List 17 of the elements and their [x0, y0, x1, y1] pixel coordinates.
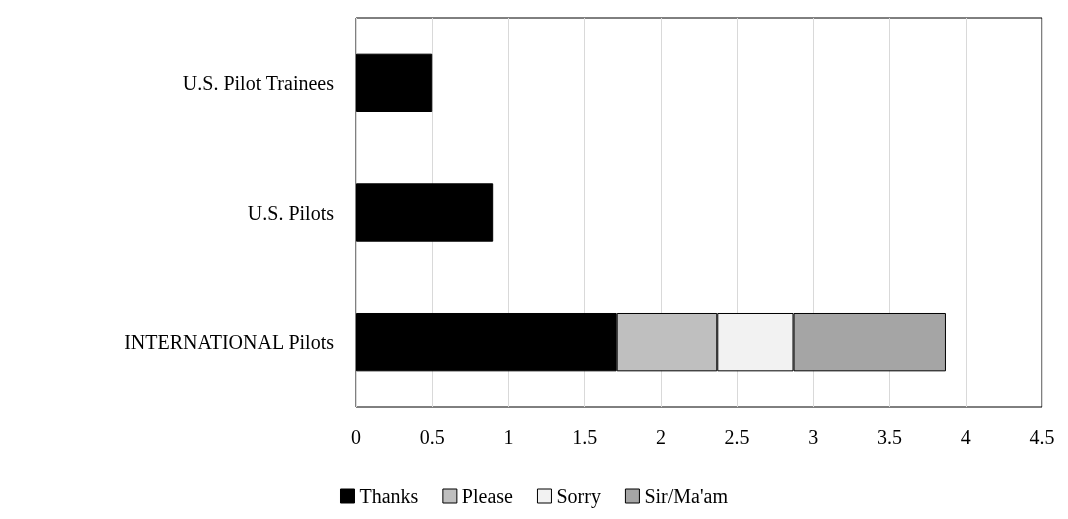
x-tick-label: 2.5	[724, 426, 750, 448]
legend-label: Thanks	[359, 485, 419, 507]
x-tick-label: 4	[960, 426, 971, 448]
x-tick-label: 1	[503, 426, 514, 448]
y-tick-label: INTERNATIONAL Pilots	[124, 331, 335, 354]
y-tick-label: U.S. Pilot Trainees	[182, 71, 335, 94]
x-tick-label: 0	[351, 426, 361, 448]
x-tick-label: 4.5	[1029, 426, 1055, 448]
legend-label: Sorry	[556, 485, 601, 508]
legend-label: Please	[461, 485, 514, 507]
x-tick-label: 1.5	[572, 426, 598, 448]
x-tick-label: 2	[655, 426, 666, 448]
y-tick-label: U.S. Pilots	[247, 201, 335, 224]
x-tick-label: 0.5	[419, 426, 445, 448]
x-tick-label: 3.5	[877, 426, 903, 448]
x-tick-label: 3	[808, 426, 819, 448]
legend-label: Sir/Ma'am	[644, 485, 729, 507]
